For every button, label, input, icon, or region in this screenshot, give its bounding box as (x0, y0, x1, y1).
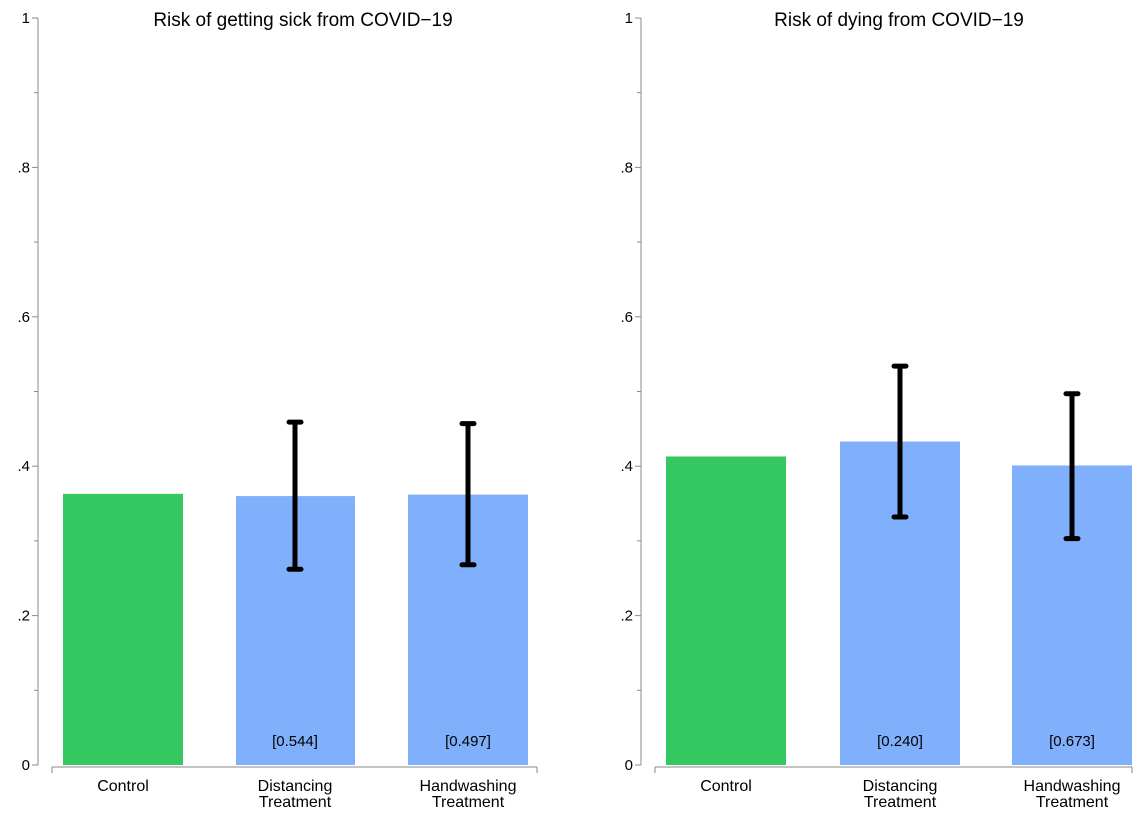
bar-value-label: [0.497] (445, 733, 491, 750)
chart-title: Risk of dying from COVID−19 (774, 10, 1024, 31)
x-category-label-line: Handwashing (1024, 778, 1121, 795)
y-tick-label: .4 (17, 458, 30, 475)
y-tick-label: .6 (17, 309, 30, 326)
bar-1 (63, 493, 183, 765)
y-tick-label: .8 (620, 159, 633, 176)
y-tick-label: .4 (620, 458, 633, 475)
x-category-label-line: Handwashing (420, 778, 517, 795)
x-category-label: Handwashing Treatment (420, 778, 517, 811)
bar-value-label: [0.240] (877, 733, 923, 750)
x-category-label-line: Treatment (259, 794, 332, 811)
bar-1 (666, 456, 786, 765)
y-tick-label: .6 (620, 309, 633, 326)
x-category-label-line: Treatment (432, 794, 505, 811)
x-category-label-line: Distancing (258, 778, 333, 795)
x-category-label: Control (700, 778, 752, 795)
x-category-label: Distancing Treatment (863, 778, 938, 811)
y-tick-label: 0 (625, 757, 633, 774)
y-tick-label: .2 (620, 608, 633, 625)
chart-panel-2: Risk of dying from COVID−19 0 .2 .4 .6 .8 1 [0.… (620, 10, 1133, 811)
y-tick-label: .8 (17, 159, 30, 176)
chart-panel-1: Risk of getting sick from COVID−19 0 .2 .4.… (17, 10, 538, 811)
y-tick-label: 1 (625, 10, 633, 27)
y-tick-label: 0 (22, 757, 30, 774)
x-category-label: Control (97, 778, 149, 795)
x-category-label-line: Control (700, 778, 752, 795)
bar-value-label: [0.544] (272, 733, 318, 750)
y-tick-label: 1 (22, 10, 30, 27)
x-category-label-line: Control (97, 778, 149, 795)
x-category-label-line: Treatment (864, 794, 937, 811)
bar-value-label: [0.673] (1049, 733, 1095, 750)
x-category-label: Handwashing Treatment (1024, 778, 1121, 811)
y-tick-label: .2 (17, 608, 30, 625)
x-category-label-line: Treatment (1036, 794, 1109, 811)
x-category-label: Distancing Treatment (258, 778, 333, 811)
x-category-label-line: Distancing (863, 778, 938, 795)
chart-title: Risk of getting sick from COVID−19 (153, 10, 452, 31)
